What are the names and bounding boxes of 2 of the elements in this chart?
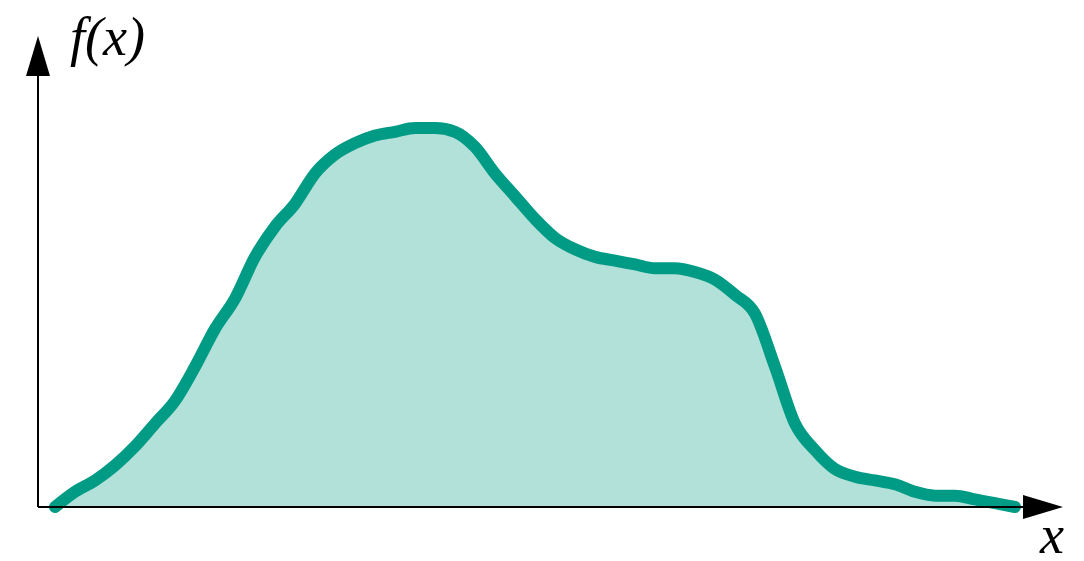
y-axis-title: f(x) <box>70 7 145 67</box>
x-axis-title: x <box>1040 505 1064 561</box>
